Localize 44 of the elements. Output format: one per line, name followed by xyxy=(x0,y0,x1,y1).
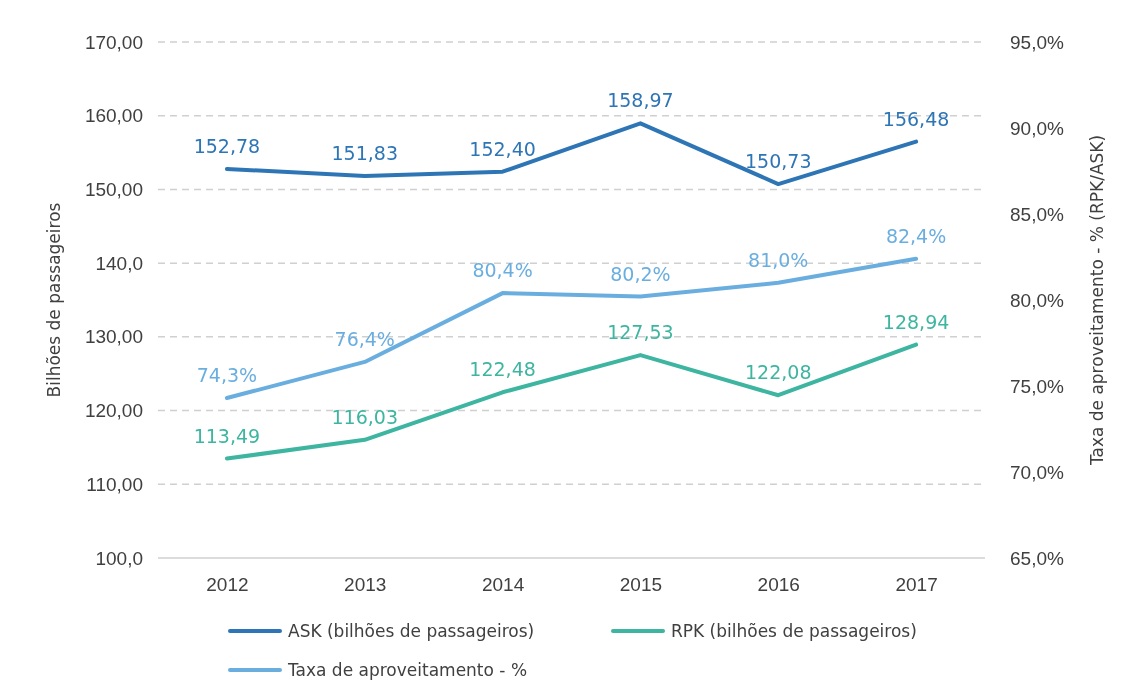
y2-tick-label: 75,0% xyxy=(1010,375,1064,397)
y-axis-title: Bilhões de passageiros xyxy=(44,202,64,398)
legend-label: Taxa de aproveitamento - % xyxy=(287,660,528,680)
data-label: 80,4% xyxy=(472,259,533,282)
data-label: 150,73 xyxy=(745,150,812,173)
y2-axis-title: Taxa de aproveitamento - % (RPK/ASK) xyxy=(1087,134,1107,467)
y-tick-label: 150,00 xyxy=(84,179,143,201)
data-label: 152,78 xyxy=(193,134,261,157)
y-tick-label: 110,00 xyxy=(86,473,143,495)
data-label: 127,53 xyxy=(607,321,674,344)
legend-label: RPK (bilhões de passageiros) xyxy=(671,621,917,641)
y-tick-label: 100,0 xyxy=(95,547,143,569)
x-tick-label: 2015 xyxy=(619,573,663,595)
data-label: 158,97 xyxy=(607,89,674,112)
data-label: 116,03 xyxy=(331,405,398,428)
y-tick-label: 170,00 xyxy=(84,31,143,53)
x-tick-label: 2016 xyxy=(757,573,800,595)
data-label: 82,4% xyxy=(885,224,947,247)
x-tick-label: 2013 xyxy=(344,573,387,595)
y2-tick-label: 80,0% xyxy=(1010,289,1064,311)
data-label: 81,0% xyxy=(748,248,809,271)
data-label: 122,48 xyxy=(469,358,536,381)
y-tick-label: 160,00 xyxy=(84,105,143,127)
data-label: 76,4% xyxy=(334,327,395,350)
data-label: 80,2% xyxy=(610,262,671,285)
data-label: 128,94 xyxy=(882,310,950,333)
data-label: 152,40 xyxy=(469,137,536,160)
legend-label: ASK (bilhões de passageiros) xyxy=(288,621,535,641)
y2-tick-label: 70,0% xyxy=(1010,461,1064,483)
x-tick-label: 2014 xyxy=(481,573,525,595)
data-label: 156,48 xyxy=(882,107,950,130)
y-tick-label: 130,00 xyxy=(84,326,143,348)
data-label: 122,08 xyxy=(745,361,812,384)
data-label: 113,49 xyxy=(193,424,261,447)
y2-tick-label: 65,0% xyxy=(1010,547,1064,569)
y2-tick-label: 95,0% xyxy=(1010,31,1064,53)
y-tick-label: 140,0 xyxy=(95,252,143,274)
data-label: 74,3% xyxy=(196,364,258,387)
data-label: 151,83 xyxy=(331,141,398,164)
x-tick-label: 2017 xyxy=(895,573,938,595)
y2-tick-label: 90,0% xyxy=(1010,117,1064,139)
y-tick-label: 120,00 xyxy=(84,400,143,422)
y2-tick-label: 85,0% xyxy=(1010,203,1064,225)
x-tick-label: 2012 xyxy=(206,573,249,595)
